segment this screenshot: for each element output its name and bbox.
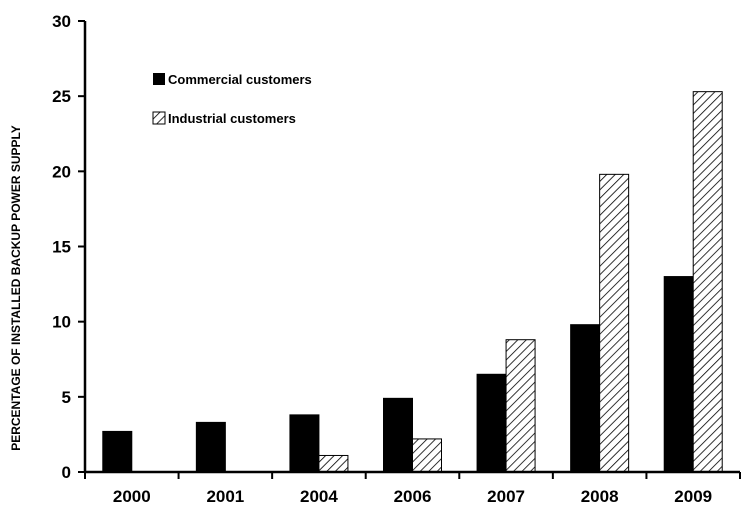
tick-labels: 0 5 10 15 20 25 30 2000 2001 2004 2006 2007 2008 2009 [52, 12, 712, 506]
y-tick-label: 15 [52, 238, 71, 257]
legend-label-commercial: Commercial customers [168, 72, 312, 87]
x-tick-label: 2008 [581, 487, 619, 506]
y-tick-label: 25 [52, 87, 71, 106]
bar-commercial-2008 [570, 324, 601, 473]
y-tick-label: 0 [62, 463, 71, 482]
y-tick-label: 20 [52, 162, 71, 181]
x-tick-label: 2001 [206, 487, 244, 506]
bar-industrial-2009 [692, 91, 723, 473]
x-tick-label: 2009 [674, 487, 712, 506]
bar-industrial-2007 [505, 339, 536, 473]
x-tick-label: 2007 [487, 487, 525, 506]
bar-industrial-2008 [599, 173, 630, 473]
y-tick-label: 5 [62, 388, 71, 407]
legend-swatch-commercial [153, 73, 165, 85]
y-tick-label: 10 [52, 313, 71, 332]
x-tick-label: 2004 [300, 487, 338, 506]
y-axis-label: PERCENTAGE OF INSTALLED BACKUP POWER SUP… [9, 125, 23, 451]
y-tick-label: 30 [52, 12, 71, 31]
bar-commercial-2007 [476, 373, 507, 473]
legend-swatch-industrial [152, 111, 166, 125]
legend-label-industrial: Industrial customers [168, 111, 296, 126]
plot-area [102, 91, 723, 473]
bar-commercial-2000 [102, 430, 133, 473]
x-tick-label: 2000 [113, 487, 151, 506]
legend: Commercial customers Industrial customer… [152, 72, 312, 126]
bar-commercial-2006 [383, 397, 413, 473]
axes [78, 20, 741, 479]
bar-industrial-2004 [318, 454, 349, 473]
bar-commercial-2001 [195, 421, 226, 473]
x-tick-label: 2006 [394, 487, 432, 506]
bar-commercial-2009 [663, 276, 694, 473]
bar-commercial-2004 [289, 414, 320, 473]
bar-industrial-2006 [412, 438, 442, 473]
